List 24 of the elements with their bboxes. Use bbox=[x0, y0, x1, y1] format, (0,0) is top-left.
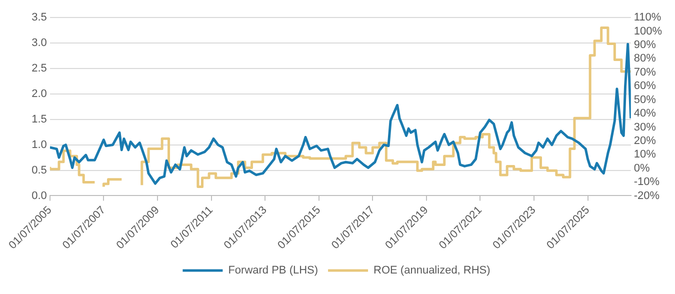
y-tick-label: 3.5 bbox=[32, 12, 47, 24]
y2-tick-label: 40% bbox=[634, 108, 656, 120]
y-tick-label: 2.0 bbox=[32, 88, 47, 100]
y2-tick-label: 100% bbox=[634, 25, 662, 38]
y-tick-label: 2.5 bbox=[32, 62, 47, 75]
y2-tick-label: -20% bbox=[634, 190, 660, 202]
y2-tick-label: 110% bbox=[634, 12, 662, 24]
legend-label: Forward PB (LHS) bbox=[228, 264, 318, 277]
y2-tick-label: 30% bbox=[634, 121, 656, 134]
y2-tick-label: 80% bbox=[634, 52, 656, 65]
y-tick-label: 0.0 bbox=[32, 190, 47, 202]
y2-tick-label: 60% bbox=[634, 80, 656, 92]
y2-tick-label: 0% bbox=[634, 162, 650, 174]
legend-label: ROE (annualized, RHS) bbox=[374, 264, 490, 277]
y-tick-label: 1.5 bbox=[32, 113, 47, 126]
y2-tick-label: 20% bbox=[634, 134, 656, 147]
y2-tick-label: 10% bbox=[634, 148, 656, 161]
y2-tick-label: 50% bbox=[634, 94, 656, 106]
y-tick-label: 0.5 bbox=[32, 164, 47, 176]
y-tick-label: 3.0 bbox=[32, 37, 47, 50]
y2-tick-label: 90% bbox=[634, 39, 656, 52]
y2-tick-label: -10% bbox=[634, 176, 660, 188]
y2-tick-label: 70% bbox=[634, 66, 656, 78]
y-tick-label: 1.0 bbox=[32, 138, 47, 151]
